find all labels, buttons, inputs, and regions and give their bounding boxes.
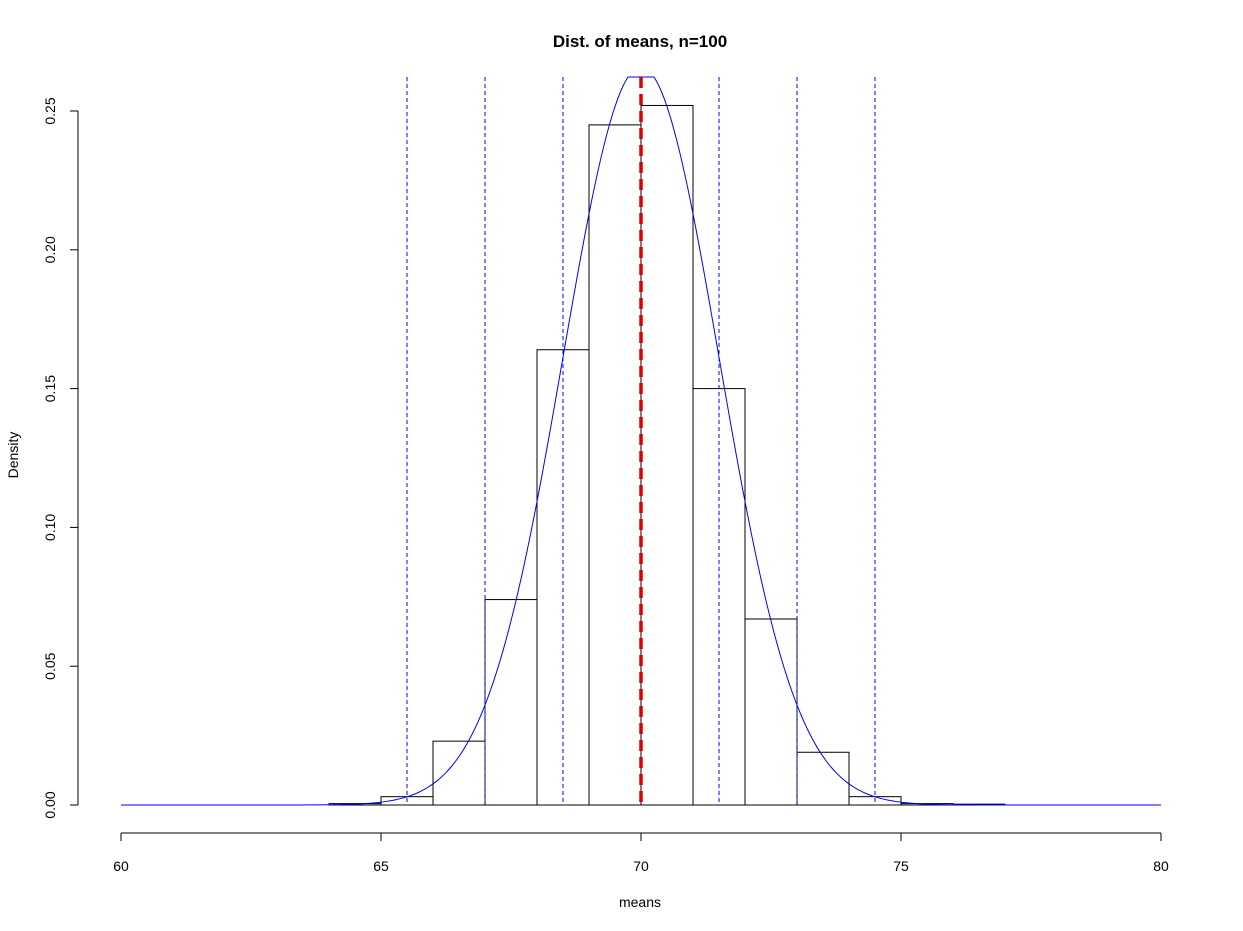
y-axis: 0.00 0.05 0.10 0.15 0.20 0.25 <box>42 97 79 819</box>
x-axis-label: means <box>619 894 661 910</box>
y-tick-label: 0.20 <box>42 236 58 263</box>
x-tick-label: 75 <box>893 858 909 874</box>
x-tick-label: 65 <box>373 858 389 874</box>
y-tick-label: 0.00 <box>42 791 58 818</box>
y-axis-label: Density <box>5 432 21 479</box>
x-tick-label: 60 <box>113 858 129 874</box>
sd-lines <box>406 77 876 805</box>
y-tick-label: 0.05 <box>42 652 58 679</box>
y-tick-label: 0.15 <box>42 375 58 402</box>
x-axis: 60 65 70 75 80 <box>113 832 1169 874</box>
chart-title: Dist. of means, n=100 <box>553 32 727 51</box>
y-tick-label: 0.10 <box>42 514 58 541</box>
x-tick-label: 70 <box>633 858 649 874</box>
y-tick-label: 0.25 <box>42 97 58 124</box>
x-tick-label: 80 <box>1153 858 1169 874</box>
